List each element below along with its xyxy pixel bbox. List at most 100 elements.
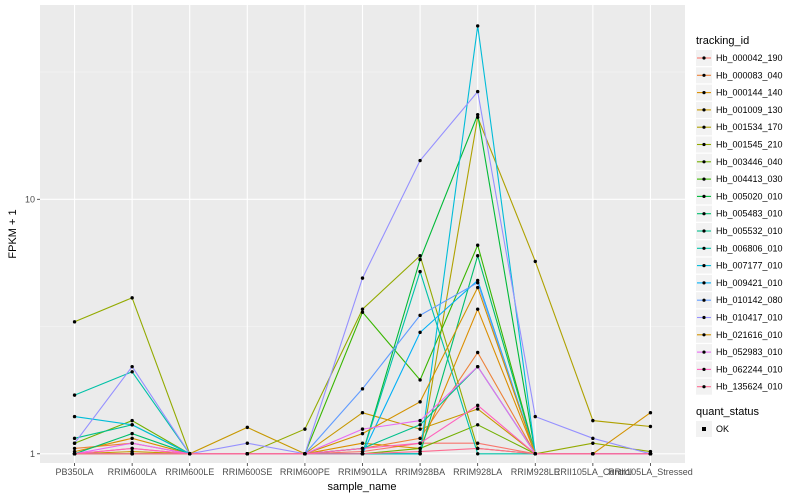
x-tick-label: RRIM928LA [453,467,502,477]
data-point [72,436,77,441]
data-point [72,441,77,445]
x-tick-label: RRIM600LE [165,467,214,477]
data-point [475,281,480,285]
y-axis-title: FPKM + 1 [7,209,19,258]
data-point [418,446,422,451]
data-point [245,425,250,430]
y-tick-label: 10 [25,194,35,204]
data-point [648,452,653,456]
shape-legend-label: OK [716,424,729,434]
data-point [475,452,480,456]
data-point [418,449,422,454]
data-point [72,414,77,419]
legend-key-point [702,315,706,320]
legend-label: Hb_052983_010 [716,347,783,357]
data-point [360,427,365,431]
legend-key-point [702,160,706,164]
data-point [72,452,77,456]
legend-label: Hb_007177_010 [716,261,783,271]
y-tick-label: 1 [30,449,35,459]
data-points [72,24,653,456]
data-point [475,243,480,247]
data-point [533,452,537,456]
data-point [418,269,422,274]
color-legend: tracking_id Hb_000042_190 Hb_000083_040 Hb… [696,35,783,395]
legend-label: Hb_062244_010 [716,364,783,374]
legend-label: Hb_003446_040 [716,157,783,167]
legend-key-point [702,385,706,389]
data-point [360,452,365,456]
data-point [360,307,365,311]
legend-key-point [702,177,706,181]
data-point [533,259,537,264]
legend-label: Hb_000083_040 [716,70,783,80]
x-tick-label: RRIM928LE [511,467,560,477]
legend-label: Hb_010142_080 [716,295,783,305]
y-axis: 1 10 [25,194,40,459]
legend-key-point [702,194,706,198]
legend-key-point [702,91,706,95]
legend-label: Hb_005483_010 [716,209,783,219]
data-point [475,350,480,355]
x-axis-title: sample_name [327,481,396,493]
x-tick-label: RRIM600PE [280,467,330,477]
legend-label: Hb_010417_010 [716,313,783,323]
data-point [418,436,422,441]
data-point [360,276,365,280]
shape-legend: quant_status OK [696,406,759,437]
legend-label: Hb_005020_010 [716,191,783,201]
shape-legend-title: quant_status [696,406,759,418]
data-point [418,330,422,335]
legend-label: Hb_135624_010 [716,382,783,392]
data-point [591,418,595,423]
data-point [360,411,365,415]
legend-label: Hb_021616_010 [716,330,783,340]
shape-legend-symbol [702,427,706,431]
data-point [418,400,422,404]
data-point [360,446,365,451]
legend-label: Hb_000042_190 [716,53,783,63]
data-point [245,452,250,456]
legend-key-point [702,281,706,285]
data-point [475,423,480,427]
legend-key-point [702,142,706,147]
data-point [648,411,653,415]
legend-key-point [702,56,706,60]
data-point [475,285,480,290]
data-point [533,414,537,419]
data-point [591,452,595,456]
data-point [418,418,422,423]
legend-key-point [702,212,706,216]
legend-key-point [702,264,706,268]
legend-key-point [702,367,706,371]
legend-label: Hb_000144_140 [716,88,783,98]
data-point [130,446,134,451]
legend-label: Hb_001534_170 [716,122,783,132]
data-point [130,452,134,456]
data-point [418,313,422,318]
legend-label: Hb_004413_030 [716,174,783,184]
data-point [475,307,480,311]
legend-label: Hb_009421_010 [716,278,783,288]
data-point [360,310,365,314]
x-axis: PB350LA RRIM600LA RRIM600LE RRIM600SE RRIM60… [56,463,693,477]
data-point [475,403,480,408]
data-point [418,257,422,262]
data-point [418,427,422,431]
data-point [475,254,480,258]
legend-label: Hb_001545_210 [716,140,783,150]
data-point [418,254,422,258]
data-point [475,89,480,94]
data-point [475,24,480,28]
data-point [475,407,480,411]
legend-label: Hb_001009_130 [716,105,783,115]
data-point [475,364,480,369]
x-tick-label: RRII105LA_Control [554,467,632,477]
data-point [475,441,480,445]
data-point [591,441,595,445]
x-tick-label: RRIM901LA [338,467,387,477]
data-point [130,370,134,374]
data-point [188,452,192,456]
data-point [475,112,480,117]
